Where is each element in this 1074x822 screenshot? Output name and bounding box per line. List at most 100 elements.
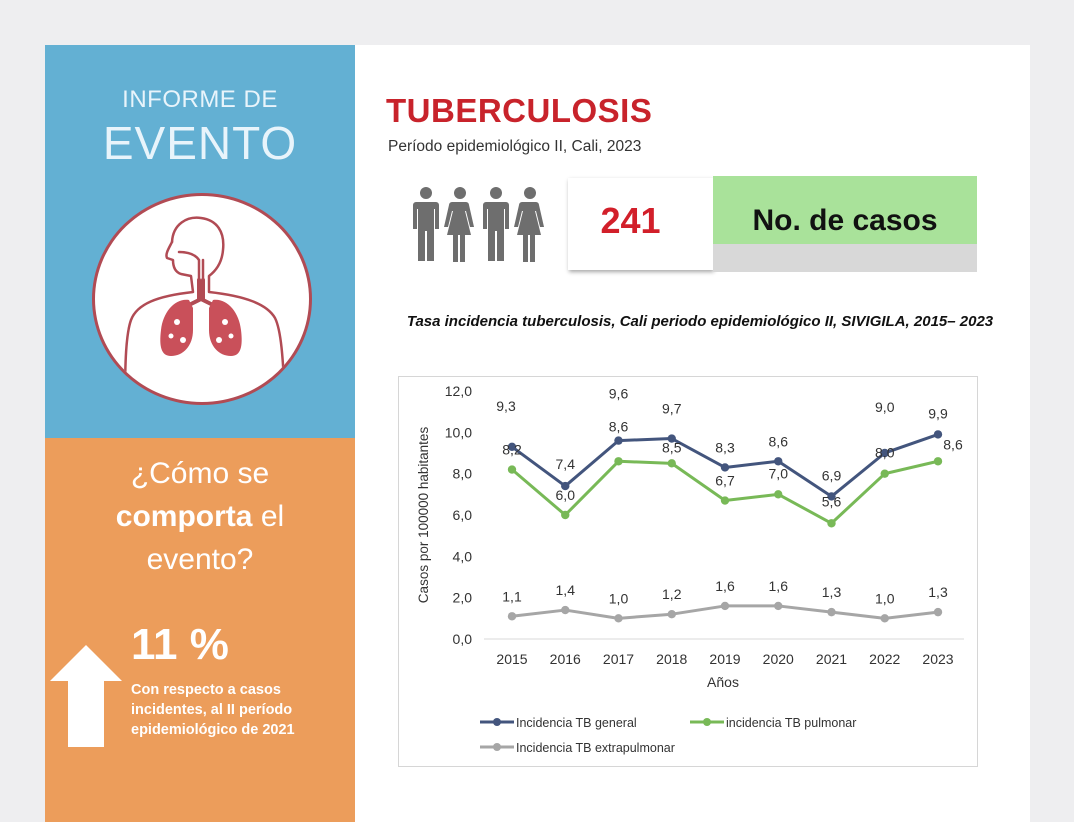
- data-label: 8,0: [875, 445, 895, 461]
- incidence-line-chart: 0,0 2,0 4,0 6,0 8,0 10,0 12,0 Casos por 100000 …: [416, 383, 964, 755]
- behavior-question: ¿Cómo se comporta el evento?: [45, 452, 355, 581]
- data-point: [827, 492, 836, 501]
- question-bold: comporta: [115, 500, 253, 533]
- case-label-box: [713, 176, 977, 244]
- report-label-line1: INFORME DE: [122, 86, 278, 113]
- data-label: 1,0: [609, 590, 629, 606]
- data-label: 9,9: [928, 405, 948, 421]
- x-tick-label: 2019: [709, 651, 740, 667]
- y-tick-label: 12,0: [445, 383, 472, 399]
- y-tick-label: 4,0: [453, 548, 473, 564]
- data-point: [667, 610, 676, 619]
- x-axis-label: Años: [707, 674, 739, 690]
- data-label: 9,6: [609, 386, 629, 402]
- data-point: [614, 457, 623, 466]
- y-tick-label: 0,0: [453, 631, 473, 647]
- data-label: 6,7: [715, 473, 735, 489]
- page-title: TUBERCULOSIS: [386, 92, 653, 129]
- data-point: [720, 496, 730, 505]
- data-label: 7,0: [769, 465, 789, 481]
- data-point: [507, 442, 517, 451]
- data-label: 1,3: [822, 584, 842, 600]
- legend-marker: [493, 743, 501, 751]
- legend-label: Incidencia TB extrapulmonar: [516, 741, 675, 755]
- data-label: 7,4: [556, 456, 576, 472]
- data-label: 1,0: [875, 590, 895, 606]
- data-label: 8,6: [943, 436, 963, 452]
- data-point: [507, 465, 517, 474]
- data-point: [933, 607, 943, 617]
- x-tick-label: 2015: [496, 651, 527, 667]
- question-part3: evento?: [146, 543, 254, 576]
- data-label: 8,6: [609, 418, 629, 434]
- x-tick-label: 2020: [763, 651, 794, 667]
- data-point: [667, 459, 676, 468]
- y-tick-label: 2,0: [453, 590, 473, 606]
- data-point: [561, 481, 570, 491]
- people-icon: [410, 186, 550, 267]
- chart-title: Tasa incidencia tuberculosis, Cali perio…: [406, 313, 994, 330]
- data-label: 1,6: [715, 578, 735, 594]
- x-tick-label: 2017: [603, 651, 634, 667]
- page-subtitle: Período epidemiológico II, Cali, 2023: [388, 138, 642, 155]
- data-point: [827, 519, 836, 528]
- case-label-shadow: [713, 244, 977, 272]
- legend-label: Incidencia TB general: [516, 716, 637, 730]
- data-point: [774, 601, 783, 611]
- percent-description: Con respecto a casos incidentes, al II p…: [131, 682, 295, 738]
- data-label: 5,6: [822, 493, 842, 509]
- x-tick-label: 2016: [550, 651, 581, 667]
- data-label: 8,6: [769, 433, 789, 449]
- data-point: [561, 510, 570, 520]
- data-label: 9,0: [875, 399, 895, 415]
- y-axis-label: Casos por 100000 habitantes: [416, 427, 431, 604]
- data-point: [880, 469, 889, 478]
- legend-label: incidencia TB pulmonar: [726, 716, 856, 730]
- case-count-value: 241: [600, 200, 661, 241]
- data-label: 1,3: [928, 584, 948, 600]
- y-tick-label: 10,0: [445, 424, 472, 440]
- data-label: 6,9: [822, 467, 842, 483]
- data-point: [667, 434, 676, 443]
- data-point: [561, 605, 570, 615]
- data-label: 8,5: [662, 439, 682, 455]
- data-label: 1,4: [556, 582, 576, 598]
- data-label: 1,1: [502, 588, 522, 604]
- data-point: [614, 614, 623, 623]
- data-point: [880, 614, 889, 623]
- question-part1: ¿Cómo se: [130, 457, 270, 490]
- data-label: 1,6: [769, 578, 789, 594]
- case-label: No. de casos: [752, 204, 938, 237]
- data-point: [933, 430, 943, 439]
- behavior-panel: [45, 438, 355, 822]
- data-point: [720, 463, 730, 472]
- data-point: [880, 448, 889, 458]
- data-point: [614, 436, 623, 445]
- data-point: [720, 601, 730, 611]
- lungs-illustration-icon: [92, 193, 312, 405]
- data-label: 6,0: [556, 487, 576, 503]
- y-tick-label: 6,0: [453, 507, 473, 523]
- question-part2: el: [260, 500, 285, 533]
- data-point: [827, 607, 836, 617]
- legend-marker: [493, 718, 501, 726]
- legend-marker: [703, 718, 711, 726]
- x-tick-label: 2021: [816, 651, 847, 667]
- data-label: 9,7: [662, 401, 682, 417]
- data-label: 8,2: [502, 442, 522, 458]
- data-label: 8,3: [715, 439, 735, 455]
- x-tick-label: 2022: [869, 651, 900, 667]
- data-point: [507, 612, 517, 621]
- data-point: [933, 457, 943, 466]
- y-tick-label: 8,0: [453, 466, 473, 482]
- chart-frame: [398, 376, 978, 767]
- up-arrow-icon: [48, 643, 124, 754]
- data-label: 9,3: [496, 398, 516, 414]
- data-label: 1,2: [662, 586, 682, 602]
- data-point: [774, 490, 783, 499]
- data-point: [774, 457, 783, 466]
- x-tick-label: 2023: [922, 651, 953, 667]
- percent-change: 11 %: [131, 620, 229, 669]
- report-label-line2: EVENTO: [102, 117, 298, 169]
- x-tick-label: 2018: [656, 651, 687, 667]
